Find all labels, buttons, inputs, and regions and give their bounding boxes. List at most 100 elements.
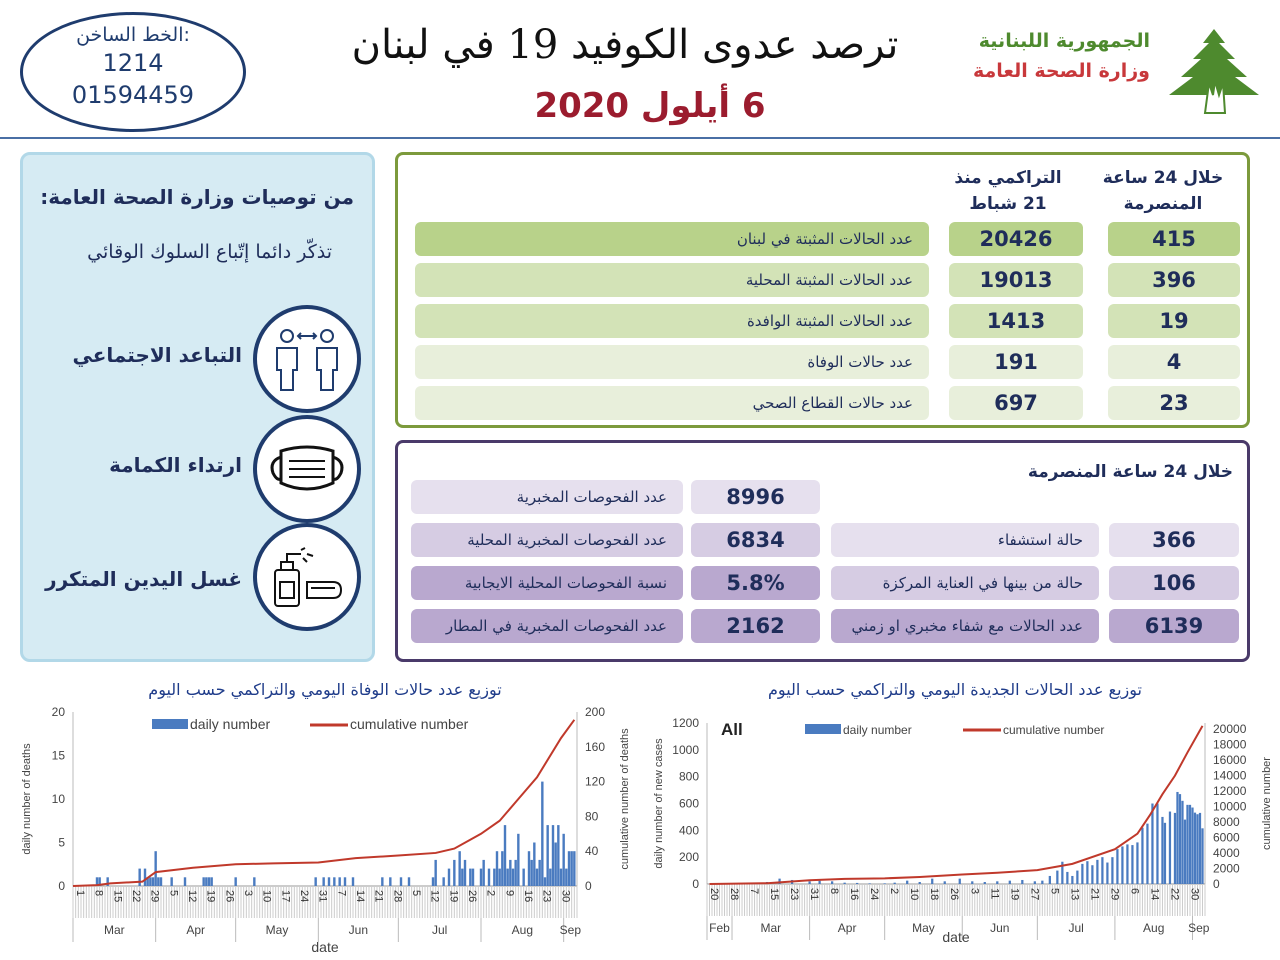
case-row-cumulative: 191 [949,345,1083,379]
month-label: Mar [760,921,781,935]
x-tick-label: 22 [1168,888,1180,900]
column-header-24h: خلال 24 ساعة المنصرمة [1102,168,1224,214]
hotline-short-number[interactable]: 1214 [102,49,164,77]
daily-bar [543,877,547,886]
cases-chart: 0200400600800100012000200040006000800010… [653,716,1273,945]
y2-tick-label: 120 [585,775,605,789]
daily-bar [1076,870,1079,884]
column-header-cumulative: التراكمي منذ 21 شباط [954,168,1062,214]
case-row-24h: 4 [1108,345,1240,379]
daily-bar [351,877,355,886]
y2-tick-label: 18000 [1213,738,1247,752]
daily-bar [495,851,499,886]
x-tick-label: 12 [429,890,441,902]
daily-bar [562,833,565,886]
x-tick-label: 26 [223,890,235,902]
x-tick-label: 20 [708,888,720,900]
daily-bar [1101,857,1104,884]
daily-bar [546,825,549,886]
test-row-label: نسبة الفحوصات المحلية الايجابية [411,566,683,600]
daily-bar [1183,819,1187,884]
daily-bar [327,877,331,886]
daily-bar [514,859,517,886]
daily-bar [1071,875,1074,884]
deaths-chart-title: توزيع عدد حالات الوفاة اليومي والتراكمي … [148,680,502,699]
x-tick-label: 5 [1048,888,1060,894]
x-tick-label: 19 [1008,888,1020,900]
chart-annotation: All [721,720,743,739]
daily-bar [1008,880,1011,884]
x-tick-label: 30 [1188,888,1200,900]
x-tick-label: 15 [111,890,123,902]
daily-bar [868,883,871,884]
x-tick-label: 12 [186,890,198,902]
y2-tick-label: 80 [585,809,599,823]
daily-bar [338,877,341,886]
y2-tick-label: 160 [585,740,605,754]
cedar-tree-icon [1169,29,1259,114]
y2-tick-label: 2000 [1213,862,1240,876]
daily-bar [1161,816,1164,884]
daily-bar [931,878,934,884]
daily-bar [1186,804,1189,884]
daily-bar [407,877,411,886]
daily-bar [1178,794,1182,884]
x-tick-label: 10 [908,888,920,900]
hand-sanitizer-icon [253,523,361,631]
daily-bar [381,877,384,886]
y-axis-title: daily number of deaths [21,743,33,855]
daily-bar [389,877,392,886]
daily-bar [893,882,896,884]
month-label: Sep [1188,921,1210,935]
x-tick-label: 18 [928,888,940,900]
x-tick-label: 11 [988,888,1000,899]
y2-axis-title: cumulative number [1261,757,1273,850]
x-tick-label: 27 [1028,888,1040,900]
test-row-value: 5.8% [691,566,820,600]
cases-summary-panel: خلال 24 ساعة المنصرمة التراكمي منذ 21 شب… [395,152,1250,428]
daily-bar [549,868,552,886]
y2-tick-label: 10000 [1213,800,1247,814]
y2-tick-label: 40 [585,844,599,858]
hotline-number[interactable]: 01594459 [71,81,195,109]
daily-bar [983,881,986,884]
month-label: Feb [709,921,730,935]
x-tick-label: 22 [130,890,142,902]
daily-bar [818,880,821,884]
daily-bar [154,851,157,886]
daily-bar [434,859,437,886]
daily-bar [509,859,512,886]
y-tick-label: 10 [52,792,66,806]
case-row-cumulative: 20426 [949,222,1083,256]
daily-bar [573,851,576,886]
daily-bar [1151,803,1154,884]
daily-bar [447,868,451,886]
daily-bar [522,868,525,886]
daily-bar [1048,875,1051,884]
tests-hospital-panel: خلال 24 ساعة المنصرمة عدد الفحوصات المخب… [395,440,1250,662]
tests-panel-heading: خلال 24 ساعة المنصرمة [1027,462,1233,482]
test-row-value: 6834 [691,523,820,557]
recommendations-heading: من توصيات وزارة الصحة العامة: [40,185,354,209]
daily-bar [453,859,456,886]
daily-bar [958,878,961,884]
daily-bar [1021,879,1024,884]
daily-bar [503,825,507,886]
x-tick-label: 24 [868,888,880,900]
x-tick-label: 28 [728,888,740,900]
hotline-badge: الخط الساخن: 1214 01594459 [20,12,246,132]
recommendations-panel: من توصيات وزارة الصحة العامة: تذكّر دائم… [20,152,375,662]
social-distancing-icon [253,305,361,413]
x-tick-label: 30 [559,890,571,902]
x-tick-label: 14 [354,890,366,902]
daily-bar [431,877,435,886]
daily-bar [554,842,557,886]
legend-bar-label: daily number [190,716,270,732]
y-tick-label: 5 [58,836,65,850]
y-tick-label: 1000 [672,743,699,757]
x-tick-label: 2 [485,890,497,896]
recommendation-label: التباعد الاجتماعي [72,343,242,367]
daily-bar [183,877,187,886]
legend-line-label: cumulative number [1003,723,1104,737]
